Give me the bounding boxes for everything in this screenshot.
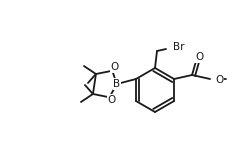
Text: O: O bbox=[111, 62, 119, 72]
Text: B: B bbox=[113, 79, 121, 89]
Text: O: O bbox=[215, 75, 223, 85]
Text: O: O bbox=[195, 52, 203, 62]
Text: Br: Br bbox=[173, 42, 184, 52]
Text: O: O bbox=[108, 95, 116, 105]
